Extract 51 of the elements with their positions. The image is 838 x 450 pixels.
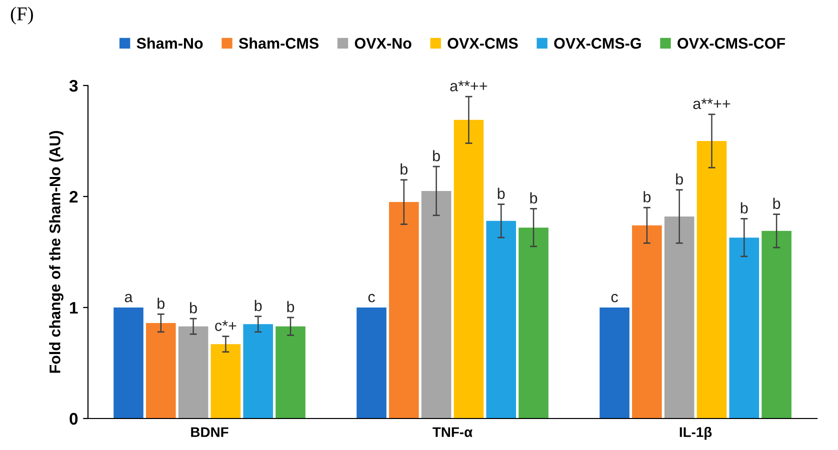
data-label: b bbox=[773, 198, 780, 210]
y-tick-label: 0 bbox=[70, 412, 78, 425]
bar bbox=[454, 120, 484, 418]
legend-label: OVX-CMS bbox=[448, 38, 518, 49]
bar bbox=[762, 230, 792, 418]
data-label: b bbox=[190, 302, 197, 314]
data-label: a**++ bbox=[693, 98, 730, 110]
bar bbox=[421, 190, 452, 418]
bar bbox=[356, 308, 386, 418]
y-axis-title: Fold change of the Sham-No (AU) bbox=[49, 130, 64, 373]
legend-label: Sham-No bbox=[136, 38, 203, 49]
y-tick-label: 2 bbox=[70, 190, 78, 203]
bar bbox=[389, 202, 419, 418]
y-tick-label: 3 bbox=[69, 80, 78, 92]
bar bbox=[178, 326, 208, 418]
bar bbox=[600, 308, 630, 418]
text: (F) bbox=[10, 6, 33, 24]
data-label: c bbox=[368, 294, 375, 302]
legend-label: OVX-CMS-G bbox=[554, 38, 641, 49]
data-label: c*+ bbox=[215, 320, 236, 332]
data-label: b bbox=[433, 150, 440, 162]
data-label: a**++ bbox=[450, 80, 488, 92]
data-label: b bbox=[676, 173, 683, 185]
bar bbox=[664, 216, 694, 418]
data-label: b bbox=[400, 163, 408, 175]
x-tick-label: TNF-α bbox=[432, 427, 472, 438]
bar bbox=[696, 141, 727, 418]
bar bbox=[276, 326, 306, 418]
legend-label: OVX-CMS-COF bbox=[678, 38, 786, 49]
x-tick-label: IL-1β bbox=[680, 426, 712, 440]
legend-label: OVX-No bbox=[354, 38, 412, 49]
data-label: a bbox=[124, 294, 133, 302]
x-tick-label: BDNF bbox=[191, 427, 228, 437]
data-label: b bbox=[530, 192, 538, 204]
data-label: b bbox=[644, 191, 651, 202]
data-label: c bbox=[611, 294, 618, 302]
data-label: b bbox=[740, 202, 748, 214]
data-label: b bbox=[254, 300, 262, 312]
bar bbox=[114, 308, 144, 418]
bar bbox=[486, 220, 516, 418]
bar bbox=[210, 344, 241, 418]
bar bbox=[146, 323, 176, 418]
data-label: b bbox=[498, 188, 505, 200]
legend-label: Sham-CMS bbox=[238, 38, 319, 49]
data-label: b bbox=[158, 298, 165, 309]
bar bbox=[518, 228, 548, 418]
data-label: b bbox=[287, 301, 294, 312]
bar bbox=[243, 324, 274, 418]
y-tick-label: 1 bbox=[70, 302, 78, 314]
bar bbox=[632, 225, 662, 418]
bar bbox=[729, 238, 760, 418]
